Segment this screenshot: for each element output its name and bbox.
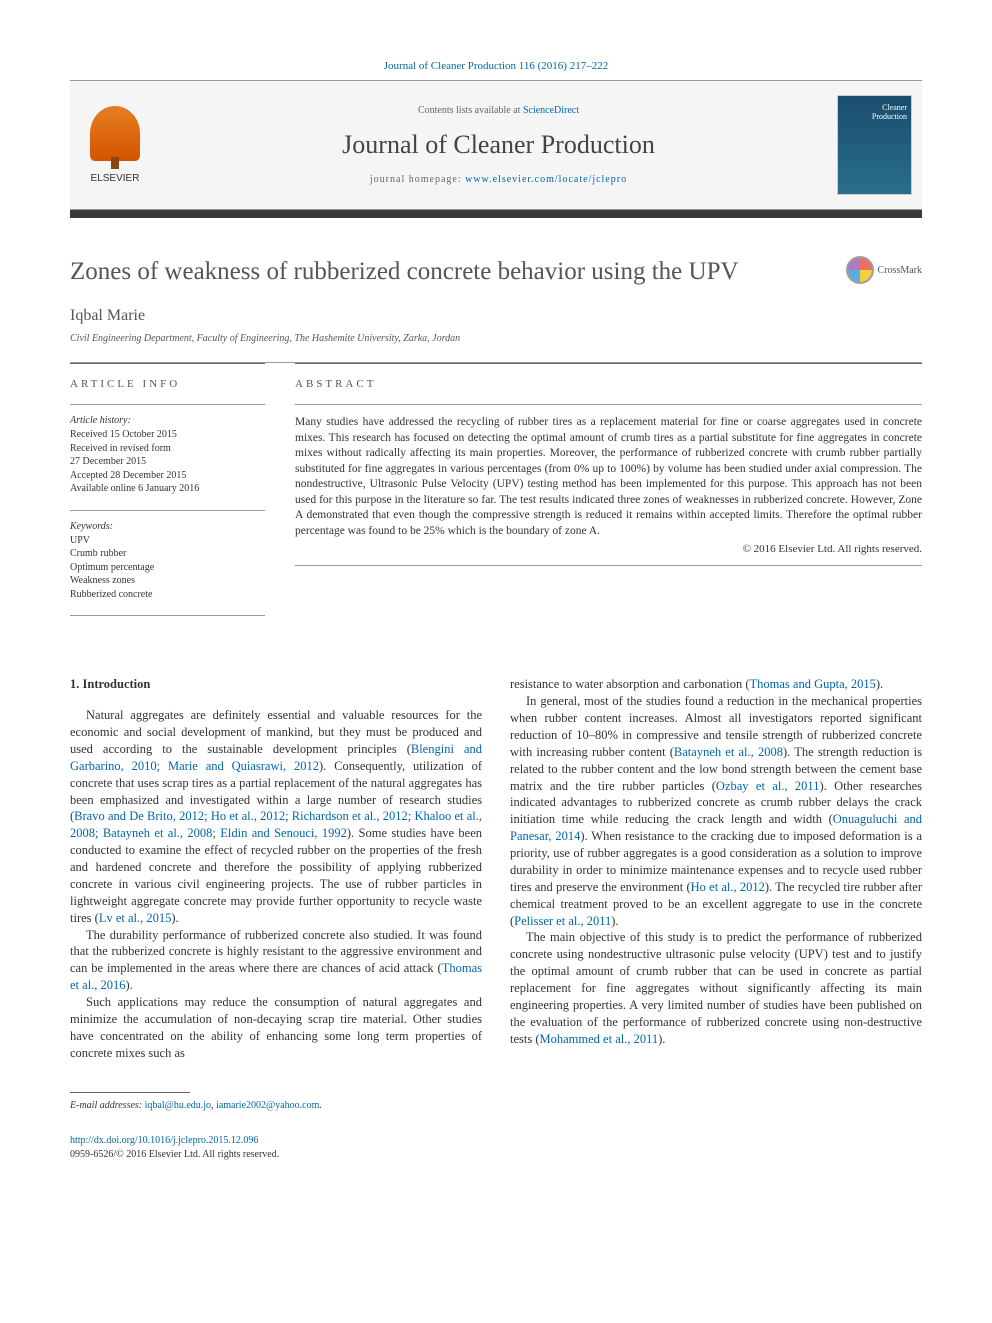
article-title: Zones of weakness of rubberized concrete… — [70, 256, 846, 287]
author-affiliation: Civil Engineering Department, Faculty of… — [70, 333, 922, 344]
paragraph: Such applications may reduce the consump… — [70, 994, 482, 1062]
journal-header: ELSEVIER Contents lists available at Sci… — [70, 80, 922, 210]
paragraph: resistance to water absorption and carbo… — [510, 676, 922, 693]
paragraph: The durability performance of rubberized… — [70, 927, 482, 995]
history-label: Article history: — [70, 415, 265, 426]
citation-link[interactable]: Thomas and Gupta, 2015 — [750, 677, 876, 691]
contents-line: Contents lists available at ScienceDirec… — [180, 105, 817, 116]
abstract-divider — [295, 404, 922, 405]
body-text-span: ). — [611, 914, 618, 928]
history-line: 27 December 2015 — [70, 455, 265, 469]
column-right: resistance to water absorption and carbo… — [510, 676, 922, 1161]
homepage-prefix: journal homepage: — [370, 174, 465, 185]
elsevier-logo[interactable]: ELSEVIER — [70, 98, 160, 192]
elsevier-label: ELSEVIER — [91, 173, 140, 184]
paragraph: In general, most of the studies found a … — [510, 693, 922, 929]
homepage-line: journal homepage: www.elsevier.com/locat… — [180, 174, 817, 185]
journal-name: Journal of Cleaner Production — [180, 130, 817, 160]
body-text-span: ). — [658, 1032, 665, 1046]
email-line: E-mail addresses: iqbal@hu.edu.jo, iamar… — [70, 1099, 482, 1113]
email-end: . — [319, 1100, 322, 1111]
keyword: Rubberized concrete — [70, 588, 265, 602]
citation-line: Journal of Cleaner Production 116 (2016)… — [70, 60, 922, 72]
body-text-span: The durability performance of rubberized… — [70, 928, 482, 976]
footnote-divider — [70, 1092, 190, 1093]
history-line: Available online 6 January 2016 — [70, 482, 265, 496]
citation-link[interactable]: Batayneh et al., 2008 — [674, 745, 783, 759]
abstract-copyright: © 2016 Elsevier Ltd. All rights reserved… — [295, 543, 922, 555]
citation-link[interactable]: Ho et al., 2012 — [691, 880, 765, 894]
paragraph: The main objective of this study is to p… — [510, 929, 922, 1047]
info-divider — [70, 510, 265, 511]
citation-link[interactable]: Ozbay et al., 2011 — [716, 779, 820, 793]
crossmark-label: CrossMark — [878, 265, 922, 276]
keyword: UPV — [70, 534, 265, 548]
keyword: Weakness zones — [70, 574, 265, 588]
crossmark-badge[interactable]: CrossMark — [846, 256, 922, 284]
column-left: 1. Introduction Natural aggregates are d… — [70, 676, 482, 1161]
history-line: Received in revised form — [70, 442, 265, 456]
body-text-span: resistance to water absorption and carbo… — [510, 677, 750, 691]
body-text: 1. Introduction Natural aggregates are d… — [70, 676, 922, 1161]
citation-link[interactable]: Lv et al., 2015 — [99, 911, 172, 925]
info-divider — [70, 615, 265, 616]
email-label: E-mail addresses: — [70, 1100, 145, 1111]
body-text-span: ). — [126, 978, 133, 992]
crossmark-icon — [846, 256, 874, 284]
abstract-text: Many studies have addressed the recyclin… — [295, 415, 922, 539]
article-info-heading: ARTICLE INFO — [70, 378, 265, 390]
dark-divider-bar — [70, 210, 922, 218]
abstract-divider — [295, 565, 922, 566]
info-divider — [70, 404, 265, 405]
email-link[interactable]: iamarie2002@yahoo.com — [216, 1100, 319, 1111]
sciencedirect-link[interactable]: ScienceDirect — [523, 105, 579, 116]
homepage-link[interactable]: www.elsevier.com/locate/jclepro — [465, 174, 627, 185]
keyword: Crumb rubber — [70, 547, 265, 561]
citation-link[interactable]: Pelisser et al., 2011 — [514, 914, 611, 928]
citation-link[interactable]: Mohammed et al., 2011 — [540, 1032, 659, 1046]
article-info-panel: ARTICLE INFO Article history: Received 1… — [70, 363, 265, 626]
email-link[interactable]: iqbal@hu.edu.jo — [145, 1100, 211, 1111]
paragraph: Natural aggregates are definitely essent… — [70, 707, 482, 926]
body-text-span: ). — [876, 677, 883, 691]
keyword: Optimum percentage — [70, 561, 265, 575]
keywords-label: Keywords: — [70, 521, 265, 532]
section-heading-introduction: 1. Introduction — [70, 676, 482, 693]
history-line: Accepted 28 December 2015 — [70, 469, 265, 483]
history-line: Received 15 October 2015 — [70, 428, 265, 442]
author-name: Iqbal Marie — [70, 307, 922, 325]
contents-prefix: Contents lists available at — [418, 105, 523, 116]
body-text-span: ). — [171, 911, 178, 925]
body-text-span: The main objective of this study is to p… — [510, 930, 922, 1045]
journal-cover-thumbnail[interactable] — [837, 95, 912, 195]
abstract-heading: ABSTRACT — [295, 378, 922, 390]
elsevier-tree-icon — [90, 106, 140, 161]
issn-copyright: 0959-6526/© 2016 Elsevier Ltd. All right… — [70, 1148, 482, 1162]
doi-link[interactable]: http://dx.doi.org/10.1016/j.jclepro.2015… — [70, 1134, 482, 1148]
abstract-panel: ABSTRACT Many studies have addressed the… — [295, 363, 922, 626]
